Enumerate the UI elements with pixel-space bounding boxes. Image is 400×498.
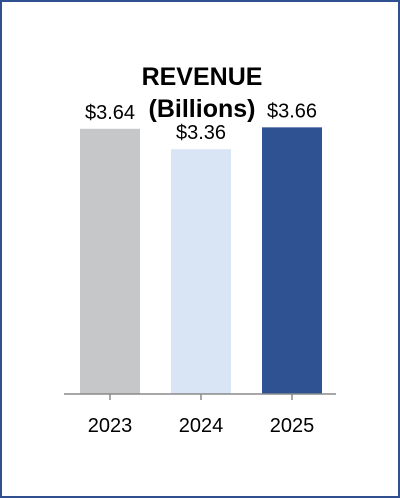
bar-2023 bbox=[80, 128, 140, 395]
bar-2024 bbox=[171, 149, 231, 394]
chart-subtitle: (Billions) bbox=[148, 95, 256, 123]
x-tick-label-2024: 2024 bbox=[179, 415, 224, 437]
bar-2025 bbox=[262, 127, 322, 394]
data-label-2024: $3.36 bbox=[176, 122, 226, 144]
x-tick-label-2025: 2025 bbox=[270, 415, 315, 437]
data-label-2025: $3.66 bbox=[267, 100, 317, 122]
data-label-2023: $3.64 bbox=[85, 102, 135, 124]
x-tick-label-2023: 2023 bbox=[88, 415, 133, 437]
chart-title: REVENUE bbox=[141, 63, 263, 91]
